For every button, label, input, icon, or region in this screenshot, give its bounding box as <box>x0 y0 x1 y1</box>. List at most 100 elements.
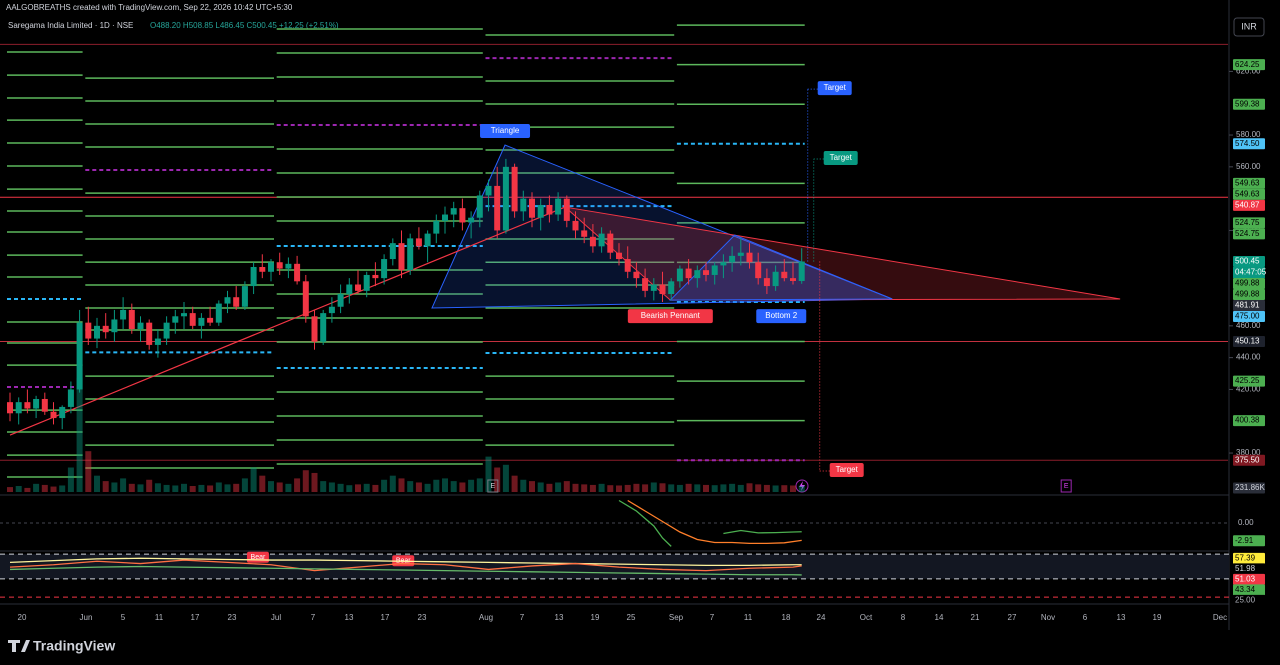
candle-body <box>198 317 205 326</box>
volume-bar <box>746 483 753 492</box>
x-tick-label: Aug <box>479 613 493 622</box>
candle-body <box>563 198 570 221</box>
volume-bar <box>790 485 797 492</box>
currency[interactable]: INR <box>1241 21 1257 31</box>
candle-body <box>24 402 31 409</box>
x-tick-label: Sep <box>669 613 684 622</box>
candle-body <box>137 322 144 330</box>
x-tick-label: 17 <box>381 613 390 622</box>
price-tag: 475.00 <box>1235 312 1260 321</box>
volume-bar <box>172 485 179 492</box>
volume-bar <box>224 484 231 492</box>
candle-body <box>572 220 579 231</box>
countdown: 04:47:05 <box>1235 268 1267 277</box>
price-tag: 375.50 <box>1235 455 1260 464</box>
volume-bar <box>633 483 640 492</box>
candle-body <box>215 303 222 323</box>
volume-bar <box>424 483 431 492</box>
x-tick-label: 11 <box>155 613 164 622</box>
volume-bar <box>476 478 483 492</box>
volume-bar <box>433 479 440 492</box>
volume-bar <box>468 479 475 492</box>
symbol: Saregama India Limited · 1D · NSE <box>8 21 133 30</box>
volume-bar <box>337 483 344 492</box>
volume-bar <box>529 481 536 492</box>
candle-body <box>755 262 762 279</box>
target-tag: Target <box>836 465 859 474</box>
volume-bar <box>729 483 736 492</box>
candle-body <box>642 278 649 291</box>
candle-body <box>555 198 562 215</box>
pattern-tag-bg <box>480 124 531 139</box>
volume-bar <box>607 485 614 492</box>
price-tag-bg <box>1233 584 1265 596</box>
price-tag: 624.25 <box>1235 60 1260 69</box>
price-tag: 25.00 <box>1235 596 1256 605</box>
volume-bar <box>624 484 631 492</box>
candle-body <box>529 198 536 218</box>
pattern-tag: Triangle <box>491 126 520 135</box>
volume-bar <box>111 482 118 492</box>
candle-body <box>650 284 657 291</box>
indicator-line <box>627 499 802 545</box>
candle-body <box>67 389 74 407</box>
pattern-tag-bg <box>627 309 713 324</box>
candle-body <box>102 325 109 333</box>
volume-bar <box>302 470 309 492</box>
candle-body <box>259 267 266 272</box>
candle-body <box>781 271 788 279</box>
price-tag-bg <box>1233 336 1265 348</box>
candle-body <box>302 281 309 317</box>
candle-body <box>720 262 727 266</box>
volume-bar <box>146 479 153 492</box>
candle-body <box>659 284 666 295</box>
event-marker <box>1060 479 1072 493</box>
candle-body <box>407 238 414 271</box>
candle-body <box>424 233 431 247</box>
target-tag: Target <box>824 83 847 92</box>
candle-body <box>268 262 275 272</box>
price-tag-bg <box>1233 59 1265 71</box>
brand-logo[interactable] <box>8 640 30 652</box>
price-tag-bg <box>1233 177 1265 189</box>
candle-body <box>241 286 248 307</box>
alert-icon[interactable] <box>795 479 809 493</box>
x-tick-label: Oct <box>860 613 873 622</box>
volume-bar <box>381 479 388 492</box>
candle-body <box>772 271 779 287</box>
volume-bar <box>215 482 222 492</box>
volume-bar <box>41 484 48 492</box>
brand[interactable]: TradingView <box>33 638 115 654</box>
volume-bar <box>181 483 188 492</box>
candle-body <box>189 313 196 326</box>
x-tick-label: 13 <box>345 613 354 622</box>
volume-bar <box>276 482 283 492</box>
candle-body <box>511 166 518 212</box>
volume-bar <box>33 483 40 492</box>
candle-body <box>224 297 231 304</box>
volume-bar <box>703 484 710 492</box>
candle-body <box>502 166 509 231</box>
price-tag: 599.38 <box>1235 99 1260 108</box>
candle-body <box>633 271 640 279</box>
volume-bar <box>659 483 666 492</box>
candle-body <box>94 325 101 339</box>
volume-bar <box>407 481 414 492</box>
volume-bar <box>511 475 518 492</box>
target-tag-bg <box>817 81 852 96</box>
x-tick-label: 7 <box>710 613 715 622</box>
price-tag-bg <box>1233 482 1265 494</box>
price-tag-bg <box>1233 228 1265 240</box>
candle-body <box>442 214 449 221</box>
signal-tag: Bear <box>251 554 266 561</box>
currency-box[interactable] <box>1233 17 1265 37</box>
candle-body <box>676 268 683 282</box>
volume-bar <box>372 484 379 492</box>
volume-bar <box>163 484 170 492</box>
candle-body <box>737 252 744 256</box>
price-tag: 481.91 <box>1235 301 1260 310</box>
candle-body <box>320 313 327 342</box>
volume-bar <box>642 484 649 492</box>
candle-body <box>85 322 92 339</box>
